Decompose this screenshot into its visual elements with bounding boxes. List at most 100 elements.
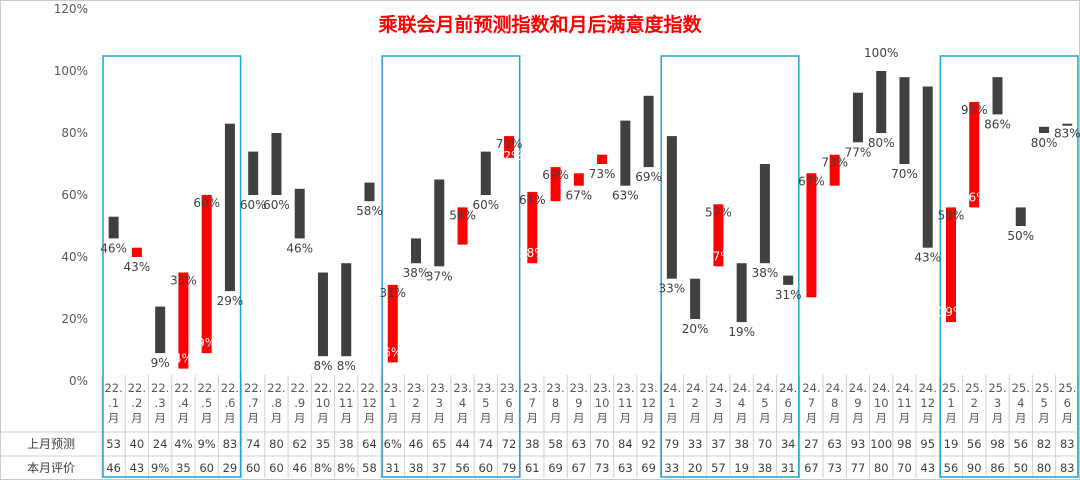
category-label: 25. bbox=[1035, 381, 1053, 395]
table-cell: 46 bbox=[409, 437, 424, 451]
table-cell: 82 bbox=[1037, 437, 1052, 451]
category-label: .9 bbox=[294, 396, 305, 410]
floating-bar bbox=[411, 238, 422, 264]
data-label: 38% bbox=[519, 246, 546, 260]
category-label: 22. bbox=[128, 381, 146, 395]
category-label: 月 bbox=[294, 411, 306, 425]
floating-bar bbox=[852, 92, 863, 143]
floating-bar bbox=[527, 191, 538, 264]
floating-bar bbox=[759, 164, 770, 264]
category-label: 月 bbox=[713, 411, 725, 425]
data-label: 67% bbox=[798, 174, 825, 188]
highlight-box bbox=[660, 55, 800, 478]
data-label: 86% bbox=[984, 117, 1011, 131]
category-label: 月 bbox=[131, 411, 143, 425]
category-label: 22. bbox=[198, 381, 216, 395]
table-cell: 56 bbox=[1013, 437, 1028, 451]
table-cell: 80 bbox=[1037, 461, 1052, 475]
category-label: 22. bbox=[221, 381, 239, 395]
table-cell: 92 bbox=[641, 437, 656, 451]
floating-bar bbox=[690, 278, 701, 319]
category-label: 24. bbox=[686, 381, 704, 395]
floating-bar bbox=[201, 195, 212, 354]
floating-bar bbox=[969, 102, 980, 208]
category-label: 11 bbox=[618, 396, 633, 410]
category-label: 23. bbox=[384, 381, 402, 395]
category-label: 月 bbox=[340, 411, 352, 425]
category-label: 月 bbox=[108, 411, 120, 425]
category-label: 月 bbox=[969, 411, 981, 425]
table-cell: 37 bbox=[711, 437, 726, 451]
table-cell: 79 bbox=[502, 461, 517, 475]
data-label: 90% bbox=[961, 103, 988, 117]
table-cell: 73 bbox=[595, 461, 610, 475]
table-cell: 46 bbox=[292, 461, 307, 475]
category-label: 1 bbox=[668, 396, 675, 410]
table-cell: 63 bbox=[827, 437, 842, 451]
category-label: 24. bbox=[849, 381, 867, 395]
table-cell: 43 bbox=[920, 461, 935, 475]
category-label: 月 bbox=[434, 411, 446, 425]
table-cell: 6% bbox=[384, 437, 402, 451]
data-label: 43% bbox=[124, 260, 151, 274]
table-cell: 67 bbox=[804, 461, 819, 475]
category-label: 月 bbox=[945, 411, 957, 425]
data-label: 58% bbox=[356, 204, 383, 218]
floating-bar bbox=[248, 151, 259, 195]
category-label: 3 bbox=[715, 396, 722, 410]
floating-bar bbox=[108, 216, 119, 239]
category-label: 月 bbox=[782, 411, 794, 425]
table-cell: 33 bbox=[688, 437, 703, 451]
floating-bar bbox=[1015, 207, 1026, 226]
table-cell: 57 bbox=[711, 461, 726, 475]
category-label: 6 bbox=[505, 396, 512, 410]
category-label: 23. bbox=[407, 381, 425, 395]
category-label: 5 bbox=[761, 396, 768, 410]
data-label: 79% bbox=[496, 137, 523, 151]
data-label: 38% bbox=[752, 266, 779, 280]
table-cell: 90 bbox=[967, 461, 982, 475]
floating-bar bbox=[597, 154, 608, 164]
data-label: 8% bbox=[313, 359, 332, 373]
table-cell: 60 bbox=[199, 461, 214, 475]
category-label: 月 bbox=[736, 411, 748, 425]
data-label: 31% bbox=[379, 286, 406, 300]
table-cell: 100 bbox=[870, 437, 892, 451]
category-label: 4 bbox=[459, 396, 466, 410]
floating-bar bbox=[713, 204, 724, 267]
data-label: 63% bbox=[612, 189, 639, 203]
category-label: 24. bbox=[779, 381, 797, 395]
y-tick-label: 120% bbox=[54, 2, 88, 16]
category-label: 月 bbox=[247, 411, 259, 425]
category-label: 23. bbox=[430, 381, 448, 395]
table-cell: 65 bbox=[432, 437, 447, 451]
floating-bar bbox=[876, 71, 887, 133]
floating-bar bbox=[155, 306, 166, 354]
category-label: 月 bbox=[317, 411, 329, 425]
category-label: 23. bbox=[593, 381, 611, 395]
y-tick-label: 80% bbox=[61, 126, 88, 140]
table-cell: 83 bbox=[223, 437, 238, 451]
y-tick-label: 40% bbox=[61, 250, 88, 264]
category-label: 9 bbox=[854, 396, 861, 410]
category-label: 25. bbox=[1012, 381, 1030, 395]
data-label: 60% bbox=[240, 198, 267, 212]
category-label: 7 bbox=[808, 396, 815, 410]
floating-bar bbox=[783, 275, 794, 285]
category-label: 24. bbox=[872, 381, 890, 395]
data-label: 33% bbox=[659, 282, 686, 296]
data-label: 67% bbox=[565, 189, 592, 203]
table-cell: 34 bbox=[781, 437, 796, 451]
category-label: 3 bbox=[436, 396, 443, 410]
y-tick-label: 0% bbox=[69, 374, 88, 388]
table-cell: 74 bbox=[478, 437, 493, 451]
table-cell: 63 bbox=[618, 461, 633, 475]
table-grid bbox=[0, 375, 1080, 478]
category-label: 25. bbox=[1058, 381, 1076, 395]
category-label: 23. bbox=[523, 381, 541, 395]
table-cell: 63 bbox=[572, 437, 587, 451]
y-tick-label: 60% bbox=[61, 188, 88, 202]
category-label: 24. bbox=[756, 381, 774, 395]
category-label: 24. bbox=[802, 381, 820, 395]
